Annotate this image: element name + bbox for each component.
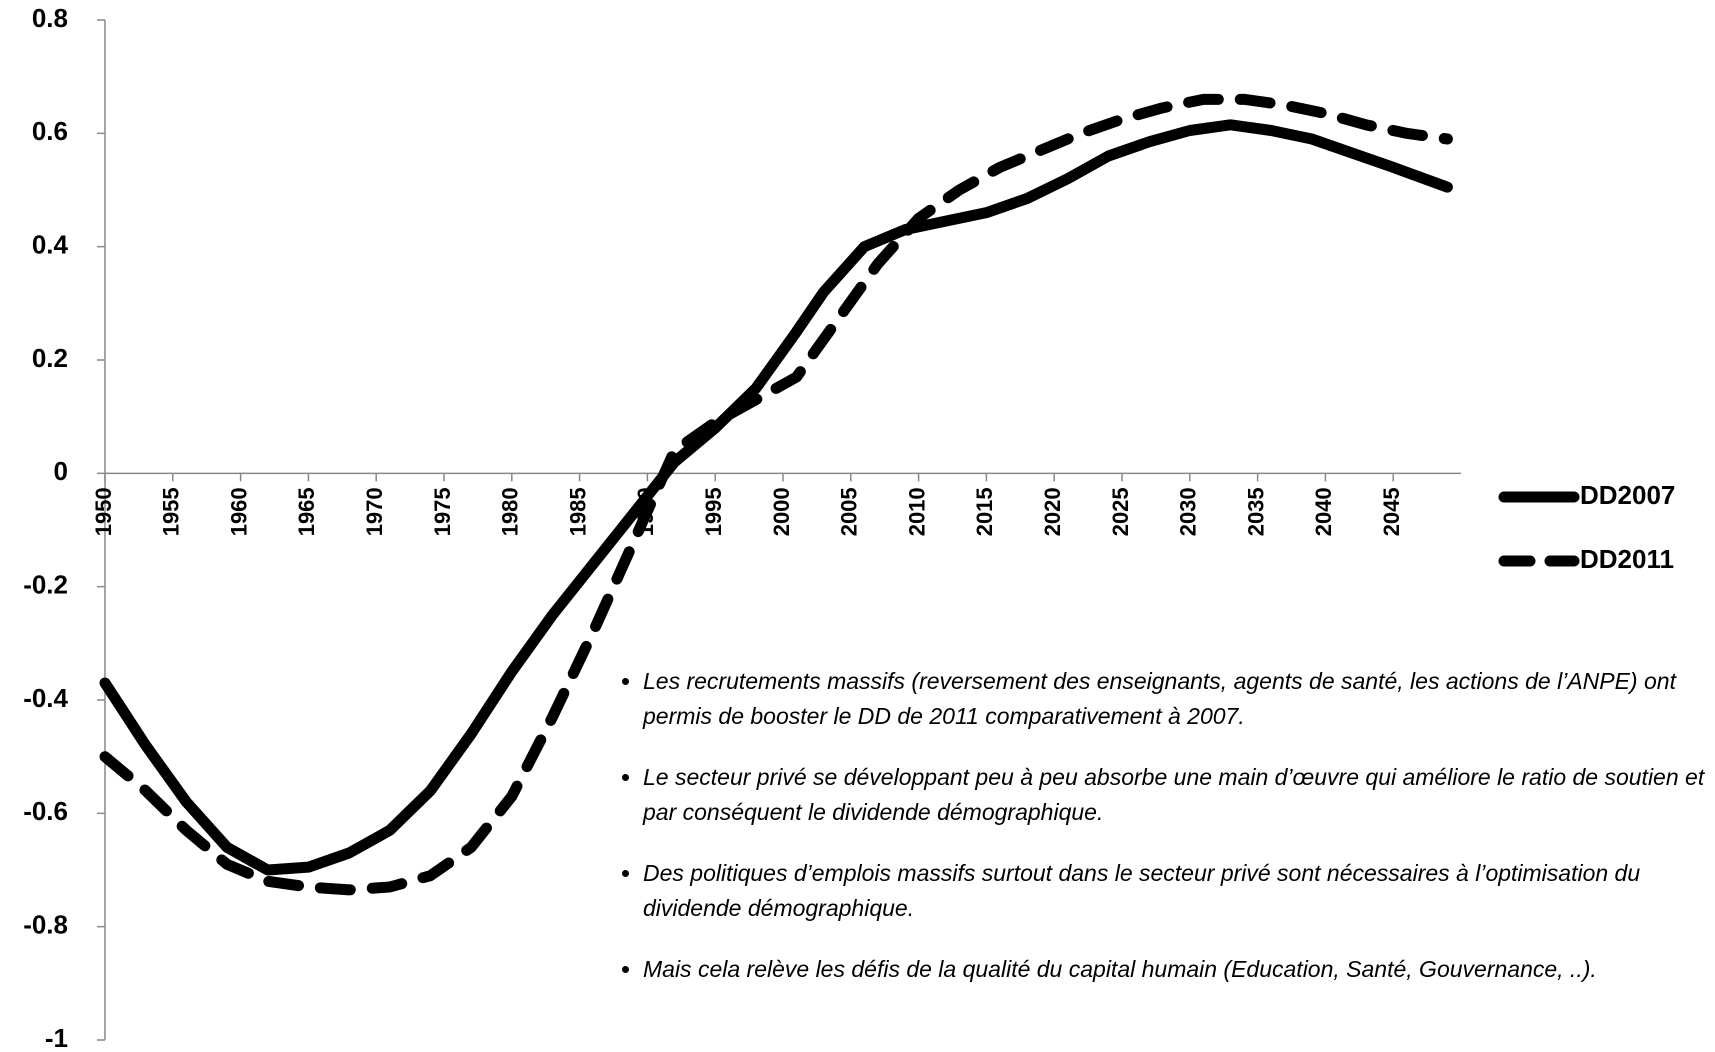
x-tick-label: 2040 [1311, 487, 1336, 536]
y-tick-label: 0 [54, 456, 68, 486]
x-tick-label: 2000 [769, 487, 794, 536]
x-tick-label: 1970 [362, 487, 387, 536]
x-tick-label: 2020 [1040, 487, 1065, 536]
annotation: Des politiques d’emplois massifs surtout… [643, 856, 1710, 926]
x-tick-label: 1960 [226, 487, 251, 536]
annotation: Les recrutements massifs (reversement de… [643, 664, 1710, 734]
y-tick-label: -0.8 [23, 910, 68, 940]
x-tick-label: 2005 [837, 487, 862, 536]
x-tick-label: 2030 [1176, 487, 1201, 536]
x-tick-label: 1955 [159, 487, 184, 536]
y-tick-label: -0.2 [23, 570, 68, 600]
y-tick-label: -0.6 [23, 796, 68, 826]
annotation: Mais cela relève les défis de la qualité… [643, 952, 1710, 987]
legend-label: DD2007 [1580, 480, 1675, 510]
y-tick-label: 0.2 [32, 343, 68, 373]
x-tick-label: 1985 [565, 487, 590, 536]
y-tick-label: 0.8 [32, 3, 68, 33]
y-tick-label: -1 [45, 1023, 68, 1052]
x-tick-label: 1965 [294, 487, 319, 536]
x-tick-label: 1995 [701, 487, 726, 536]
legend-label: DD2011 [1580, 544, 1674, 574]
x-tick-label: 1980 [498, 487, 523, 536]
x-tick-label: 2025 [1108, 487, 1133, 536]
x-tick-label: 2035 [1243, 487, 1268, 536]
x-tick-label: 1950 [91, 487, 116, 536]
series-line [99, 93, 1453, 896]
x-tick-label: 1975 [430, 487, 455, 536]
x-tick-label: 2045 [1379, 487, 1404, 536]
annotation: Le secteur privé se développant peu à pe… [643, 760, 1710, 830]
y-tick-label: -0.4 [23, 683, 68, 713]
x-tick-label: 2015 [972, 487, 997, 536]
annotations: Les recrutements massifs (reversement de… [615, 664, 1710, 1013]
series-line [99, 119, 1453, 876]
y-tick-label: 0.6 [32, 116, 68, 146]
x-tick-label: 2010 [904, 487, 929, 536]
y-tick-label: 0.4 [32, 230, 69, 260]
